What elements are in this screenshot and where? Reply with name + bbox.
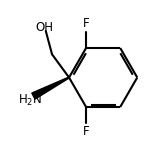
Text: F: F (83, 125, 89, 138)
Text: OH: OH (35, 21, 53, 34)
Text: F: F (83, 17, 89, 30)
Polygon shape (32, 77, 69, 99)
Text: H$_2$N: H$_2$N (18, 93, 42, 108)
